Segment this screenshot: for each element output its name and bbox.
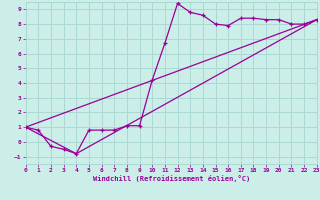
X-axis label: Windchill (Refroidissement éolien,°C): Windchill (Refroidissement éolien,°C)	[92, 175, 250, 182]
